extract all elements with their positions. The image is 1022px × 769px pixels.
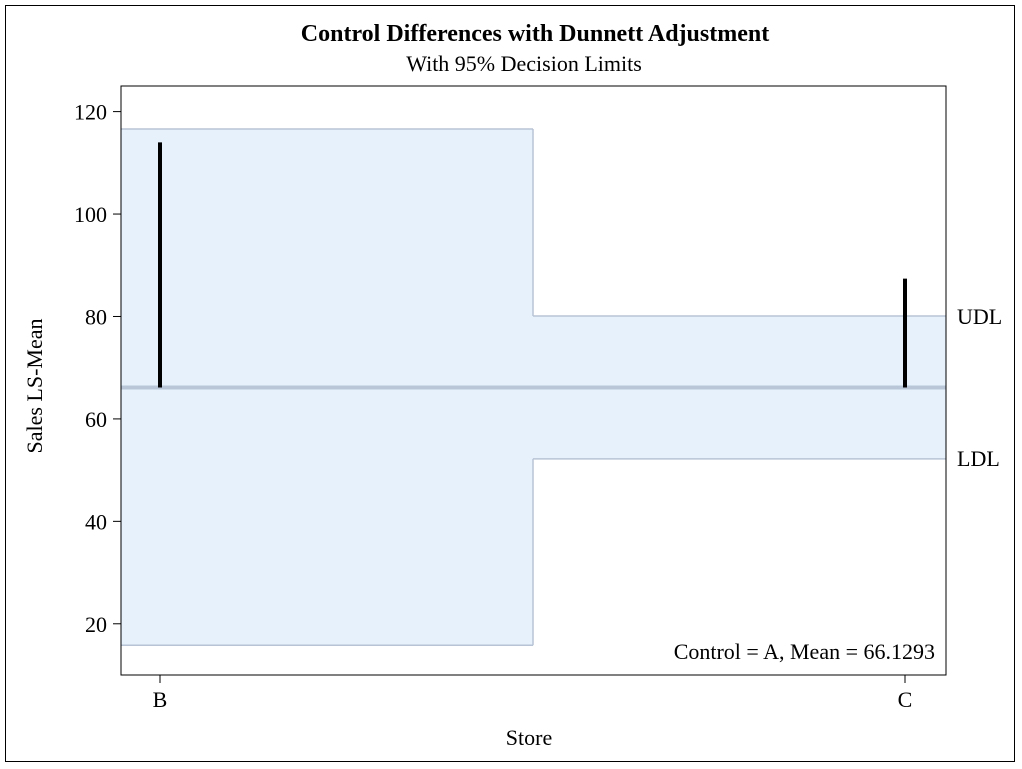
chart-svg: Control Differences with Dunnett Adjustm…: [22, 21, 1002, 750]
y-tick-label: 80: [85, 304, 107, 329]
y-tick-label: 120: [74, 100, 107, 125]
chart-title: Control Differences with Dunnett Adjustm…: [301, 21, 769, 47]
chart-subtitle: With 95% Decision Limits: [406, 51, 642, 76]
y-axis: 20 40 60 80 100 120: [74, 100, 121, 637]
plot-frame: [120, 85, 947, 676]
x-tick-label: B: [153, 687, 168, 712]
difference-bars: [158, 142, 907, 388]
x-tick-label: C: [898, 687, 913, 712]
udl-label: UDL: [957, 304, 1002, 329]
y-tick-label: 100: [74, 202, 107, 227]
ldl-label: LDL: [957, 446, 1000, 471]
chart-figure: Control Differences with Dunnett Adjustm…: [5, 5, 1015, 762]
y-tick-label: 40: [85, 509, 107, 534]
x-axis-label: Store: [506, 725, 552, 750]
control-mean-annotation: Control = A, Mean = 66.1293: [674, 639, 935, 664]
y-tick-label: 60: [85, 407, 107, 432]
y-tick-label: 20: [85, 612, 107, 637]
y-axis-label: Sales LS-Mean: [22, 318, 47, 453]
